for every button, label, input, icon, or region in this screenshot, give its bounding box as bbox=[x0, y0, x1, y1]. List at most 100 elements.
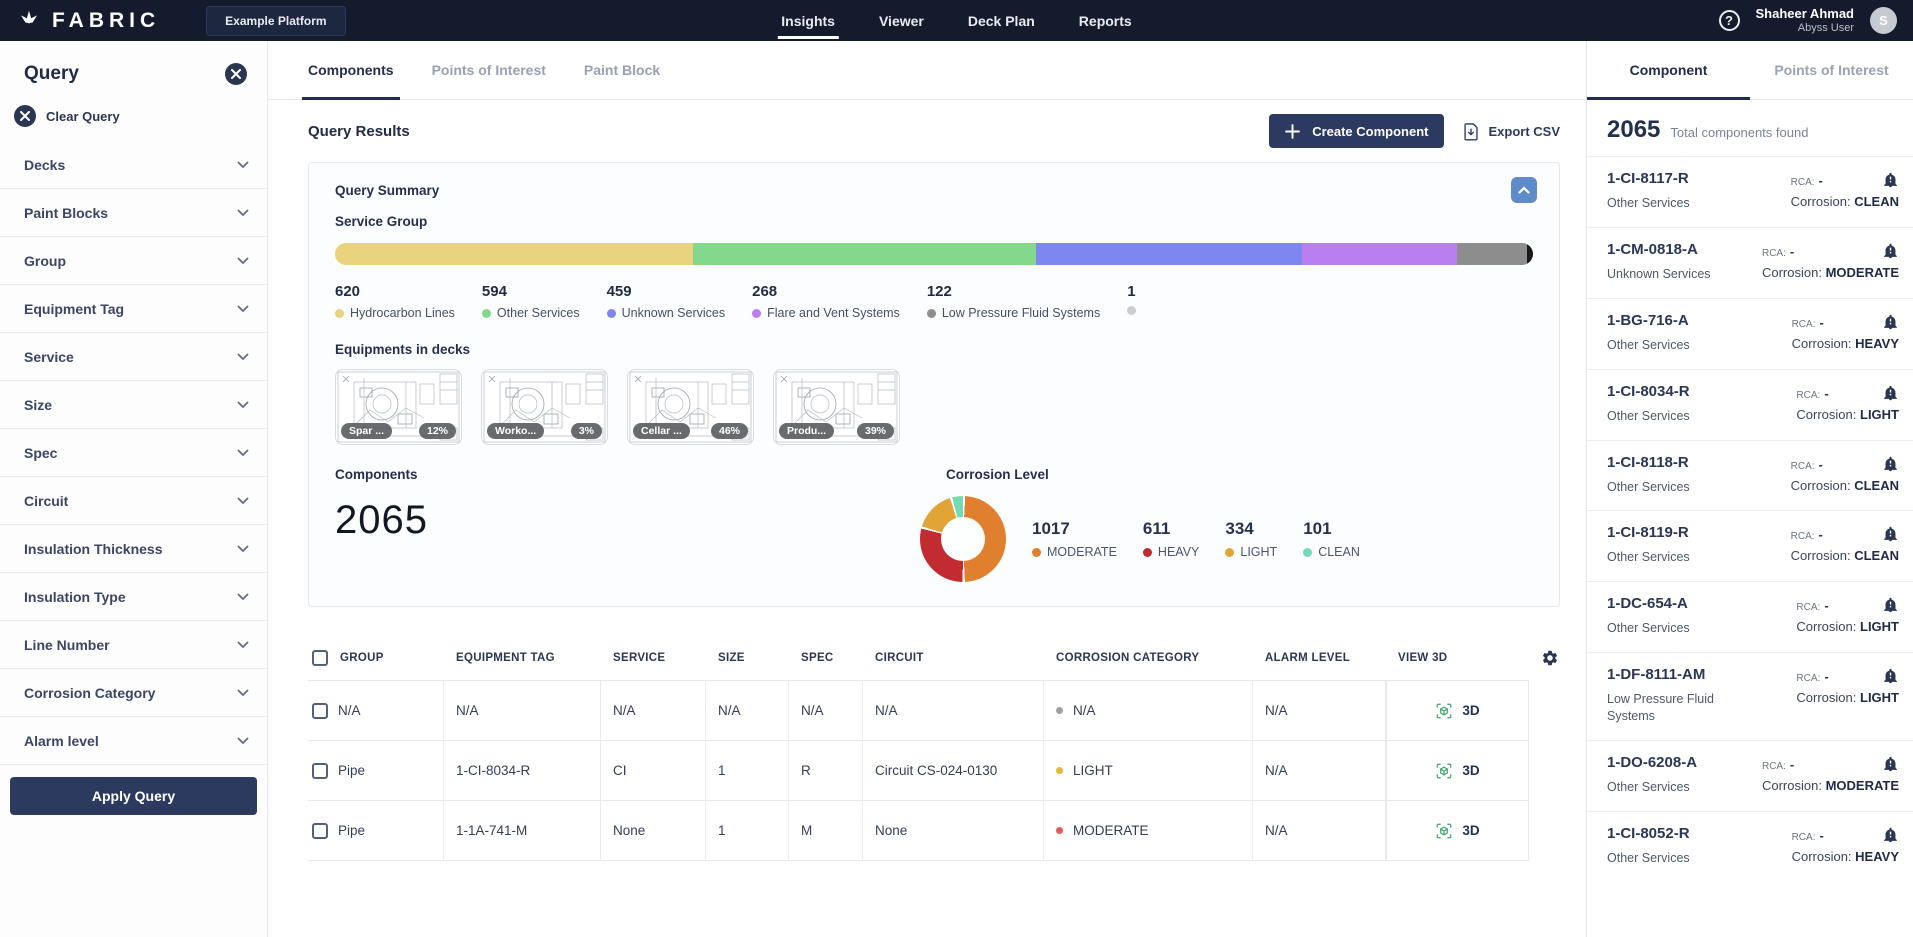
filter-accordion-row[interactable]: Line Number bbox=[0, 621, 267, 669]
deck-thumbnail[interactable]: Produ... 39% bbox=[773, 369, 900, 445]
component-list-item[interactable]: 1-CM-0818-A RCA: - Unknown Services Corro… bbox=[1587, 226, 1913, 298]
alarm-bell-icon[interactable] bbox=[1865, 595, 1899, 613]
alarm-bell-icon[interactable] bbox=[1865, 454, 1899, 472]
filter-label: Line Number bbox=[24, 636, 110, 653]
service-group-label: Service Group bbox=[335, 214, 428, 229]
deck-thumbnail[interactable]: Cellar ... 46% bbox=[627, 369, 754, 445]
component-list-item[interactable]: 1-CI-8118-R RCA: - Other Services Corrosi… bbox=[1587, 439, 1913, 511]
brand-logo[interactable]: FABRIC bbox=[16, 8, 160, 34]
top-nav-item[interactable]: Insights bbox=[777, 0, 839, 41]
filter-accordion-row[interactable]: Alarm level bbox=[0, 717, 267, 765]
platform-selector[interactable]: Example Platform bbox=[206, 5, 346, 36]
legend-label: Low Pressure Fluid Systems bbox=[941, 306, 1101, 320]
col-equipment-tag[interactable]: EQUIPMENT TAG bbox=[444, 631, 601, 681]
cell-spec: N/A bbox=[789, 681, 863, 741]
rca-label: RCA: bbox=[1790, 460, 1815, 472]
cell-spec: M bbox=[789, 801, 863, 861]
component-tag: 1-BG-716-A bbox=[1607, 311, 1689, 329]
cell-service: CI bbox=[601, 741, 706, 801]
col-corrosion-category[interactable]: CORROSION CATEGORY bbox=[1044, 631, 1253, 681]
view-3d-button[interactable]: 3D bbox=[1386, 681, 1529, 741]
component-list-item[interactable]: 1-CI-8117-R RCA: - Other Services Corrosi… bbox=[1587, 156, 1913, 227]
cell-corrosion: N/A bbox=[1073, 703, 1096, 718]
alarm-bell-icon[interactable] bbox=[1865, 241, 1899, 259]
table-row[interactable]: Pipe 1-1A-741-M None 1 M None MODERATE N… bbox=[308, 801, 1560, 861]
cell-size: N/A bbox=[706, 681, 789, 741]
filter-accordion-row[interactable]: Paint Blocks bbox=[0, 189, 267, 237]
view-3d-button[interactable]: 3D bbox=[1386, 801, 1529, 861]
row-checkbox[interactable] bbox=[312, 822, 328, 839]
row-checkbox[interactable] bbox=[312, 702, 328, 719]
rca-label: RCA: bbox=[1796, 602, 1821, 614]
component-list-item[interactable]: 1-CI-8119-R RCA: - Other Services Corrosi… bbox=[1587, 510, 1913, 581]
main-tab[interactable]: Components bbox=[302, 41, 400, 100]
table-settings-gear-icon[interactable] bbox=[1541, 649, 1559, 667]
filter-accordion-row[interactable]: Service bbox=[0, 333, 267, 381]
top-nav-item[interactable]: Reports bbox=[1079, 0, 1132, 41]
alarm-bell-icon[interactable] bbox=[1865, 383, 1899, 401]
alarm-bell-icon[interactable] bbox=[1865, 524, 1899, 542]
main-tab[interactable]: Paint Block bbox=[584, 41, 660, 99]
filter-accordion-row[interactable]: Circuit bbox=[0, 477, 267, 525]
top-nav-item-label: Reports bbox=[1078, 12, 1132, 29]
col-spec[interactable]: SPEC bbox=[789, 631, 863, 681]
cell-alarm: N/A bbox=[1253, 801, 1386, 861]
filter-accordion-row[interactable]: Equipment Tag bbox=[0, 285, 267, 333]
col-size[interactable]: SIZE bbox=[706, 631, 789, 681]
alarm-bell-icon[interactable] bbox=[1865, 825, 1899, 843]
right-panel-tab[interactable]: Component bbox=[1587, 41, 1750, 100]
alarm-bell-icon[interactable] bbox=[1865, 666, 1899, 684]
close-query-panel-icon[interactable] bbox=[225, 63, 247, 85]
component-list-item[interactable]: 1-DO-6208-A RCA: - Other Services Corrosi… bbox=[1587, 739, 1913, 811]
col-alarm-level[interactable]: ALARM LEVEL bbox=[1253, 631, 1386, 681]
filter-label: Insulation Thickness bbox=[24, 540, 163, 557]
apply-query-button[interactable]: Apply Query bbox=[10, 777, 257, 815]
filter-accordion-row[interactable]: Spec bbox=[0, 429, 267, 477]
col-view-3d[interactable]: VIEW 3D bbox=[1386, 631, 1529, 681]
filter-accordion-row[interactable]: Insulation Type bbox=[0, 573, 267, 621]
col-circuit[interactable]: CIRCUIT bbox=[863, 631, 1044, 681]
component-list-item[interactable]: 1-CI-8052-R RCA: - Other Services Corrosi… bbox=[1587, 810, 1913, 882]
clear-query-button[interactable]: Clear Query bbox=[0, 89, 267, 141]
components-count: 2065 bbox=[335, 498, 428, 542]
view-3d-button[interactable]: 3D bbox=[1386, 741, 1529, 801]
component-list-item[interactable]: 1-DF-8111-AM RCA: - Low Pressure Fluid Sy… bbox=[1587, 652, 1913, 740]
main-tab[interactable]: Points of Interest bbox=[432, 41, 546, 99]
component-list-item[interactable]: 1-DC-654-A RCA: - Other Services Corrosio… bbox=[1587, 581, 1913, 652]
filter-accordion-row[interactable]: Size bbox=[0, 381, 267, 429]
legend-item: 594 Other Services bbox=[481, 283, 580, 320]
filter-accordion-row[interactable]: Insulation Thickness bbox=[0, 525, 267, 573]
alarm-bell-icon[interactable] bbox=[1865, 754, 1899, 772]
filter-accordion-row[interactable]: Corrosion Category bbox=[0, 669, 267, 717]
deck-thumbnail[interactable]: Spar ... 12% bbox=[335, 369, 462, 445]
alarm-bell-icon[interactable] bbox=[1865, 312, 1899, 330]
create-component-button[interactable]: Create Component bbox=[1269, 114, 1445, 148]
corrosion-label: Corrosion: bbox=[1761, 777, 1822, 793]
rca-value: - bbox=[1818, 173, 1823, 188]
corrosion-value: HEAVY bbox=[1855, 335, 1899, 351]
component-tag: 1-DF-8111-AM bbox=[1607, 666, 1706, 684]
filter-accordion-row[interactable]: Decks bbox=[0, 141, 267, 189]
table-row[interactable]: Pipe 1-CI-8034-R CI 1 R Circuit CS-024-0… bbox=[308, 741, 1560, 801]
filter-accordion-row[interactable]: Group bbox=[0, 237, 267, 285]
top-nav-item[interactable]: Viewer bbox=[879, 0, 924, 41]
query-sidebar: Query Clear Query Decks Pa bbox=[0, 41, 268, 937]
collapse-summary-button[interactable] bbox=[1511, 177, 1537, 203]
alarm-bell-icon[interactable] bbox=[1865, 170, 1899, 188]
export-csv-button[interactable]: Export CSV bbox=[1462, 122, 1560, 141]
component-list-item[interactable]: 1-CI-8034-R RCA: - Other Services Corrosi… bbox=[1587, 368, 1913, 440]
legend-dot bbox=[1127, 306, 1137, 315]
rca-value: - bbox=[1819, 827, 1824, 843]
right-panel-tab[interactable]: Points of Interest bbox=[1750, 41, 1913, 99]
top-nav-item[interactable]: Deck Plan bbox=[968, 0, 1035, 41]
table-row[interactable]: N/A N/A N/A N/A N/A N/A N/A N/A bbox=[308, 681, 1560, 741]
col-service[interactable]: SERVICE bbox=[601, 631, 706, 681]
select-all-checkbox[interactable] bbox=[312, 649, 328, 666]
legend-dot bbox=[752, 308, 762, 318]
row-checkbox[interactable] bbox=[312, 762, 328, 779]
deck-thumbnail[interactable]: Worko... 3% bbox=[481, 369, 608, 445]
component-list-item[interactable]: 1-BG-716-A RCA: - Other Services Corrosio… bbox=[1587, 297, 1913, 369]
avatar[interactable]: S bbox=[1870, 6, 1897, 34]
col-group[interactable]: GROUP bbox=[340, 651, 384, 664]
help-icon[interactable]: ? bbox=[1718, 9, 1740, 31]
